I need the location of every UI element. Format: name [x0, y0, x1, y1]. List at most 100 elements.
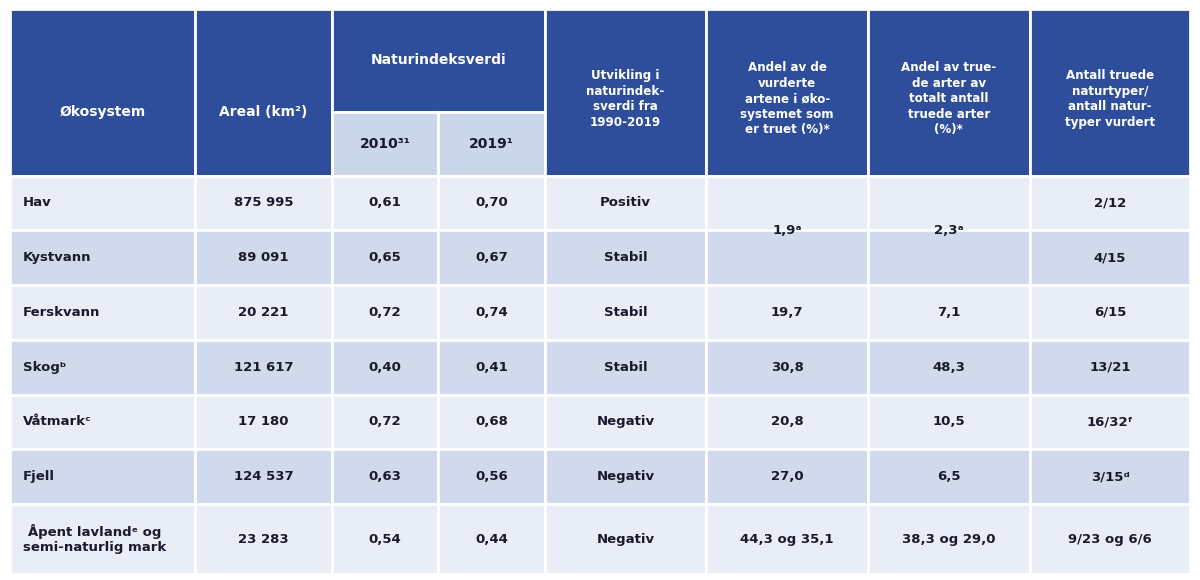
Text: 0,70: 0,70: [475, 197, 508, 209]
Bar: [438, 394, 545, 450]
Text: Kystvann: Kystvann: [23, 251, 91, 264]
Bar: [868, 394, 1030, 450]
Text: 6,5: 6,5: [937, 470, 961, 483]
Text: Andel av true-
de arter av
totalt antall
truede arter
(%)*: Andel av true- de arter av totalt antall…: [901, 61, 996, 136]
Text: 38,3 og 29,0: 38,3 og 29,0: [902, 532, 996, 546]
Text: 30,8: 30,8: [770, 361, 804, 374]
Bar: [332, 9, 545, 112]
Text: 3/15ᵈ: 3/15ᵈ: [1091, 470, 1129, 483]
Text: Fjell: Fjell: [23, 470, 55, 483]
Bar: [868, 230, 1030, 285]
Text: Hav: Hav: [23, 197, 52, 209]
Bar: [438, 450, 545, 504]
Text: 17 180: 17 180: [239, 415, 289, 429]
Bar: [545, 230, 707, 285]
Bar: [438, 340, 545, 394]
Text: 44,3 og 35,1: 44,3 og 35,1: [740, 532, 834, 546]
Bar: [868, 176, 1030, 230]
Bar: [332, 112, 438, 176]
Bar: [707, 285, 868, 340]
Text: 1,9ᵃ: 1,9ᵃ: [773, 224, 802, 237]
Text: 0,44: 0,44: [475, 532, 508, 546]
Bar: [707, 9, 868, 176]
Bar: [707, 230, 868, 285]
Bar: [438, 285, 545, 340]
Bar: [10, 230, 194, 285]
Text: 121 617: 121 617: [234, 361, 293, 374]
Bar: [1030, 340, 1190, 394]
Text: Skogᵇ: Skogᵇ: [23, 361, 66, 374]
Bar: [194, 394, 332, 450]
Bar: [545, 176, 707, 230]
Bar: [868, 285, 1030, 340]
Text: 10,5: 10,5: [932, 415, 965, 429]
Text: Negativ: Negativ: [596, 415, 654, 429]
Bar: [332, 176, 438, 230]
Bar: [1030, 450, 1190, 504]
Text: 0,41: 0,41: [475, 361, 508, 374]
Bar: [194, 450, 332, 504]
Text: Ferskvann: Ferskvann: [23, 306, 100, 319]
Bar: [10, 394, 194, 450]
Bar: [545, 450, 707, 504]
Text: 27,0: 27,0: [770, 470, 804, 483]
Text: 0,40: 0,40: [368, 361, 402, 374]
Text: 9/23 og 6/6: 9/23 og 6/6: [1068, 532, 1152, 546]
Bar: [1030, 176, 1190, 230]
Text: 0,65: 0,65: [368, 251, 402, 264]
Text: 20 221: 20 221: [239, 306, 289, 319]
Bar: [194, 504, 332, 574]
Bar: [868, 504, 1030, 574]
Bar: [868, 450, 1030, 504]
Bar: [10, 450, 194, 504]
Bar: [868, 340, 1030, 394]
Bar: [545, 285, 707, 340]
Bar: [1030, 9, 1190, 176]
Text: 23 283: 23 283: [238, 532, 289, 546]
Bar: [332, 230, 438, 285]
Text: 19,7: 19,7: [770, 306, 804, 319]
Bar: [194, 230, 332, 285]
Bar: [868, 9, 1030, 176]
Bar: [707, 450, 868, 504]
Bar: [545, 504, 707, 574]
Text: Stabil: Stabil: [604, 306, 647, 319]
Text: Utvikling i
naturindek-
sverdi fra
1990-2019: Utvikling i naturindek- sverdi fra 1990-…: [587, 69, 665, 129]
Bar: [10, 285, 194, 340]
Bar: [545, 340, 707, 394]
Text: 89 091: 89 091: [239, 251, 289, 264]
Text: Våtmarkᶜ: Våtmarkᶜ: [23, 415, 91, 429]
Text: 4/15: 4/15: [1094, 251, 1127, 264]
Bar: [1030, 394, 1190, 450]
Bar: [332, 394, 438, 450]
Text: 0,72: 0,72: [368, 306, 402, 319]
Text: 2019¹: 2019¹: [469, 137, 514, 151]
Bar: [10, 504, 194, 574]
Text: 6/15: 6/15: [1094, 306, 1127, 319]
Text: 0,61: 0,61: [368, 197, 402, 209]
Bar: [332, 340, 438, 394]
Text: 0,72: 0,72: [368, 415, 402, 429]
Text: Stabil: Stabil: [604, 251, 647, 264]
Bar: [332, 285, 438, 340]
Bar: [1030, 504, 1190, 574]
Bar: [10, 176, 194, 230]
Text: 13/21: 13/21: [1090, 361, 1130, 374]
Bar: [438, 230, 545, 285]
Bar: [438, 112, 545, 176]
Bar: [10, 9, 194, 176]
Text: Antall truede
naturtyper/
antall natur-
typer vurdert: Antall truede naturtyper/ antall natur- …: [1066, 69, 1156, 129]
Bar: [438, 176, 545, 230]
Bar: [438, 504, 545, 574]
Text: 0,74: 0,74: [475, 306, 508, 319]
Bar: [545, 394, 707, 450]
Text: Andel av de
vurderte
artene i øko-
systemet som
er truet (%)*: Andel av de vurderte artene i øko- syste…: [740, 61, 834, 136]
Text: 2/12: 2/12: [1094, 197, 1127, 209]
Bar: [10, 340, 194, 394]
Bar: [707, 394, 868, 450]
Text: 0,63: 0,63: [368, 470, 402, 483]
Text: 875 995: 875 995: [234, 197, 293, 209]
Bar: [194, 340, 332, 394]
Text: 124 537: 124 537: [234, 470, 293, 483]
Bar: [194, 9, 332, 176]
